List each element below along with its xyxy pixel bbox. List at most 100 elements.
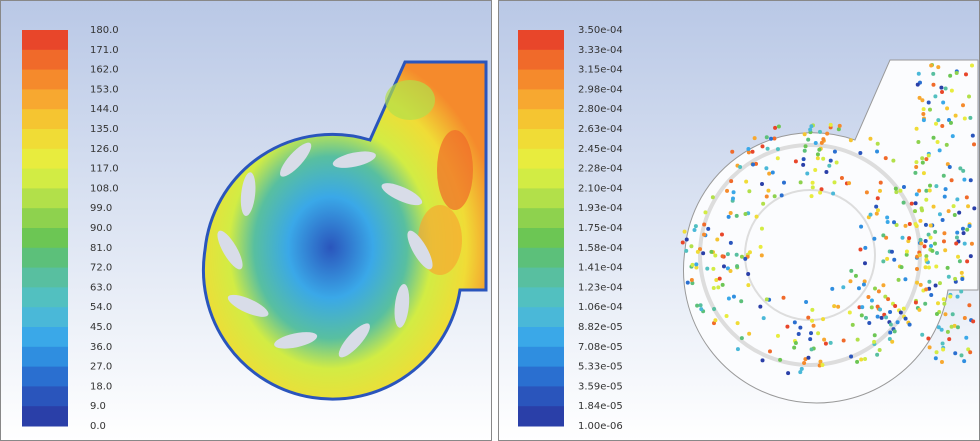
legend-label: 7.08e-05: [578, 342, 623, 353]
particle: [941, 341, 945, 345]
legend-label: 153.0: [90, 84, 119, 95]
legend-label: 2.80e-04: [578, 104, 623, 115]
particle: [830, 287, 834, 291]
particle: [894, 187, 898, 191]
legend-swatch: [22, 149, 68, 169]
particle: [924, 239, 928, 243]
particle: [842, 338, 846, 342]
particle: [821, 157, 825, 161]
particle: [954, 241, 958, 245]
particle: [886, 297, 890, 301]
particle: [712, 286, 716, 290]
particle: [798, 326, 802, 330]
particle: [736, 321, 740, 325]
particle: [735, 253, 739, 257]
particle: [961, 103, 965, 107]
legend-swatch: [518, 50, 564, 70]
particle: [881, 233, 885, 237]
particle: [727, 297, 731, 301]
particle: [712, 307, 716, 311]
particle: [898, 189, 902, 193]
particle: [860, 305, 864, 309]
particle: [934, 184, 938, 188]
particle: [914, 160, 918, 164]
particle: [868, 137, 872, 141]
particle: [840, 176, 844, 180]
particle: [941, 101, 945, 105]
particle: [935, 251, 939, 255]
particle: [816, 331, 820, 335]
particle: [810, 308, 814, 312]
particle: [969, 254, 973, 258]
particle: [875, 150, 879, 154]
legend-label: 63.0: [90, 282, 112, 293]
particle: [934, 284, 938, 288]
particle: [769, 137, 773, 141]
particle: [885, 257, 889, 261]
particle: [699, 303, 703, 307]
particle: [938, 281, 942, 285]
particle: [786, 371, 790, 375]
particle: [929, 293, 933, 297]
particle: [928, 108, 932, 112]
legend-swatch: [22, 89, 68, 109]
legend-label: 2.45e-04: [578, 144, 623, 155]
particle: [972, 206, 976, 210]
legend-swatch: [518, 208, 564, 228]
legend-swatch: [518, 109, 564, 129]
particle: [878, 348, 882, 352]
particle: [878, 307, 882, 311]
legend-label: 0.0: [90, 421, 106, 432]
legend-swatch: [22, 248, 68, 268]
particle: [875, 353, 879, 357]
particle: [884, 315, 888, 319]
particle: [914, 201, 918, 205]
particle: [928, 345, 932, 349]
particle: [713, 253, 717, 257]
particle: [743, 212, 747, 216]
particle: [891, 159, 895, 163]
particle: [913, 209, 917, 213]
particle: [934, 122, 938, 126]
particle: [811, 185, 815, 189]
particle: [941, 348, 945, 352]
particle: [893, 304, 897, 308]
particle: [919, 241, 923, 245]
particle: [851, 323, 855, 327]
particle: [859, 225, 863, 229]
particle: [746, 283, 750, 287]
particle: [849, 269, 853, 273]
particle: [902, 185, 906, 189]
particle: [766, 189, 770, 193]
particle: [922, 118, 926, 122]
particle: [771, 170, 775, 174]
particle: [709, 250, 713, 254]
particle: [780, 193, 784, 197]
particle: [855, 360, 859, 364]
particle: [705, 267, 709, 271]
particle: [681, 240, 685, 244]
legend-swatch: [518, 287, 564, 307]
particle: [760, 253, 764, 257]
particle: [732, 295, 736, 299]
legend-swatch: [22, 169, 68, 189]
particle: [927, 100, 931, 104]
particle: [759, 245, 763, 249]
particle: [805, 171, 809, 175]
particle: [816, 152, 820, 156]
particle: [818, 360, 822, 364]
particle: [816, 156, 820, 160]
particle: [729, 211, 733, 215]
legend-swatch: [518, 30, 564, 50]
particle: [829, 341, 833, 345]
particle: [825, 132, 829, 136]
particle: [918, 96, 922, 100]
particle: [806, 316, 810, 320]
particle: [942, 302, 946, 306]
particle: [919, 238, 923, 242]
legend-swatch: [518, 307, 564, 327]
particle: [972, 142, 976, 146]
particle: [932, 136, 936, 140]
legend-label: 99.0: [90, 203, 112, 214]
particle: [818, 130, 822, 134]
